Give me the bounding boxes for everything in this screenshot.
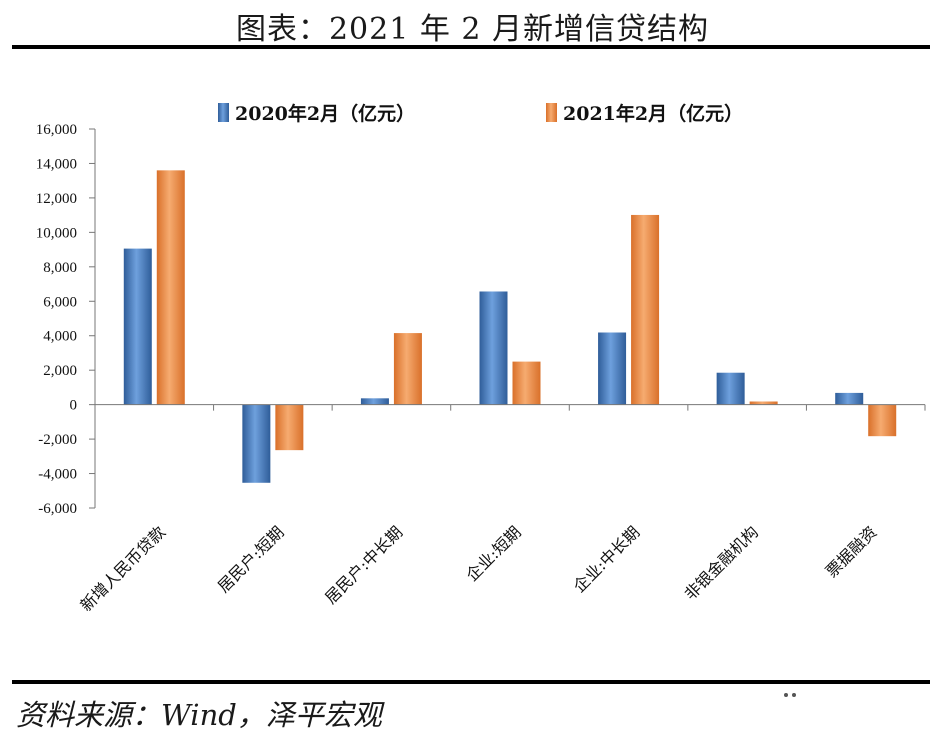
x-category-label: 票据融资 <box>822 522 881 581</box>
bar-2020-6 <box>716 372 745 405</box>
y-tick-label: 0 <box>70 398 78 414</box>
watermark: 泽平宏观 <box>780 682 930 712</box>
legend-label-2: 2021年2月（亿元） <box>563 102 743 125</box>
watermark-text: 泽平宏观 <box>808 689 876 710</box>
y-tick-label: 10,000 <box>36 225 77 241</box>
x-category-label: 新增人民币贷款 <box>76 522 169 615</box>
bar-2020-4 <box>479 291 508 405</box>
x-category-label: 企业:短期 <box>462 522 525 585</box>
y-tick-label: -2,000 <box>38 432 77 448</box>
bar-2020-3 <box>360 398 389 405</box>
legend-label-1: 2020年2月（亿元） <box>235 102 415 125</box>
legend-swatch-1 <box>218 103 229 122</box>
bar-2021-1 <box>156 170 185 405</box>
bar-2021-7 <box>868 404 897 437</box>
bar-2020-1 <box>123 248 152 405</box>
legend: 2020年2月（亿元） 2021年2月（亿元） <box>218 102 743 125</box>
top-rule <box>12 45 930 49</box>
x-category-label: 非银金融机构 <box>681 522 762 603</box>
x-axis: 新增人民币贷款 居民户:短期 居民户:中长期 企业:短期 企业:中长期 非银金融机构 票据融… <box>76 404 926 615</box>
bar-2020-5 <box>598 332 627 405</box>
y-tick-label: -4,000 <box>38 467 77 483</box>
y-axis: -6,000 -4,000 -2,000 0 2,000 4,000 6,000 8,000 1… <box>36 122 96 517</box>
y-tick-label: 12,000 <box>36 191 77 207</box>
bar-2021-4 <box>512 361 541 405</box>
bar-2021-5 <box>631 214 660 405</box>
source-note: 资料来源：Wind，泽平宏观 <box>16 698 382 732</box>
y-tick-label: 4,000 <box>43 329 77 345</box>
bar-2020-2 <box>242 404 271 483</box>
bar-2021-2 <box>275 404 304 451</box>
y-tick-label: 8,000 <box>43 260 77 276</box>
y-tick-label: 16,000 <box>36 122 77 138</box>
y-tick-label: 2,000 <box>43 363 77 379</box>
page-title: 图表：2021 年 2 月新增信贷结构 <box>235 12 710 47</box>
bar-2021-6 <box>749 401 778 405</box>
y-tick-label: 6,000 <box>43 294 77 310</box>
bar-chart: 2020年2月（亿元） 2021年2月（亿元） -6,000 -4,000 -2,00… <box>36 102 926 615</box>
bar-2021-3 <box>393 333 422 405</box>
x-category-label: 企业:中长期 <box>570 522 644 596</box>
y-tick-label: 14,000 <box>36 156 77 172</box>
bars <box>123 170 897 483</box>
legend-swatch-2 <box>546 103 557 122</box>
bar-2020-7 <box>835 392 864 405</box>
bottom-rule <box>12 680 930 684</box>
x-category-label: 居民户:短期 <box>214 522 288 596</box>
x-category-label: 居民户:中长期 <box>321 522 406 607</box>
chat-bubble-icon <box>780 688 802 706</box>
y-tick-label: -6,000 <box>38 501 77 517</box>
